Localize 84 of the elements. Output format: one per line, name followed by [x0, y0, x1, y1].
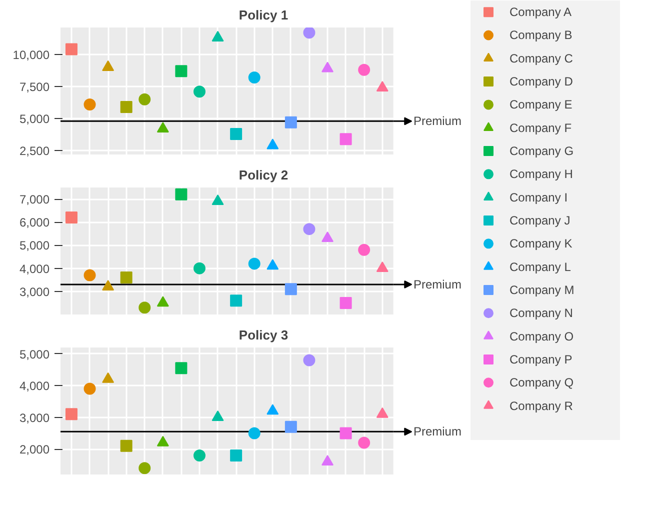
legend-label: Company G [510, 144, 574, 158]
point [138, 462, 151, 474]
point [65, 43, 78, 56]
point [193, 262, 206, 274]
point [230, 128, 242, 140]
point [212, 194, 224, 206]
y-tick-label: 5,000 [19, 347, 50, 362]
point [358, 436, 370, 449]
y-tick-label: 6,000 [19, 216, 50, 230]
point [266, 259, 279, 270]
legend-label: Company E [510, 98, 572, 112]
legend-label: Company O [510, 329, 574, 344]
legend-label: Company D [510, 74, 574, 89]
point [193, 449, 206, 462]
legend-label: Company P [510, 352, 572, 366]
point [248, 72, 260, 84]
point [84, 269, 96, 282]
y-tick-label: 3,000 [19, 410, 50, 425]
point [65, 408, 78, 420]
point [322, 454, 334, 466]
chart-title: Policy 1 [238, 8, 288, 22]
legend-label: Company C [510, 51, 574, 66]
point [376, 407, 388, 418]
y-tick-label: 4,000 [19, 379, 50, 394]
legend-label: Company M [510, 282, 574, 297]
point [340, 427, 352, 440]
point [156, 122, 169, 133]
y-tick-label: 7,000 [19, 192, 50, 207]
point [230, 449, 242, 462]
point [84, 382, 96, 395]
y-tick-label: 4,000 [19, 262, 50, 276]
point [358, 64, 370, 76]
ref-line-label: Premium [413, 114, 462, 128]
y-tick-label: 3,000 [19, 284, 50, 299]
legend-label: Company J [510, 214, 570, 228]
point [266, 138, 279, 150]
legend-label: Company K [510, 236, 572, 251]
point [212, 410, 224, 422]
point [193, 86, 206, 98]
point [175, 65, 188, 78]
y-tick-label: 5,000 [19, 112, 50, 126]
y-tick-label: 7,500 [19, 80, 50, 94]
point [266, 404, 279, 415]
ref-line-label: Premium [413, 424, 462, 439]
point [358, 244, 370, 256]
point [340, 296, 352, 309]
legend-label: Company A [510, 5, 572, 20]
legend-label: Company N [510, 306, 573, 320]
point [303, 354, 316, 366]
point [120, 101, 132, 114]
legend-label: Company F [510, 120, 572, 135]
chart-title: Policy 3 [238, 328, 288, 342]
legend-label: Company I [510, 190, 568, 204]
y-tick-label: 2,500 [19, 144, 50, 158]
point [120, 440, 132, 452]
point [303, 223, 316, 236]
legend-label: Company Q [510, 376, 574, 390]
legend-label: Company R [510, 398, 574, 413]
point [230, 294, 242, 307]
point [340, 133, 352, 146]
y-tick-label: 2,000 [19, 442, 50, 457]
legend-label: Company H [510, 167, 573, 182]
point [284, 420, 297, 433]
point [248, 427, 260, 440]
y-tick-label: 5,000 [19, 238, 50, 253]
point [175, 188, 188, 200]
point [303, 28, 316, 39]
y-tick-label: 10,000 [12, 48, 50, 62]
point [175, 362, 188, 374]
point [284, 116, 297, 128]
legend-label: Company L [510, 260, 572, 274]
point [102, 372, 114, 383]
chart-title: Policy 2 [238, 168, 288, 182]
point [65, 212, 78, 224]
point [138, 302, 151, 314]
point [120, 272, 132, 284]
point [156, 296, 169, 307]
point [248, 258, 260, 270]
legend-label: Company B [510, 28, 572, 42]
point [84, 98, 96, 110]
point [156, 436, 169, 446]
ref-line-label: Premium [413, 277, 462, 292]
point [284, 283, 297, 296]
point [138, 93, 151, 106]
